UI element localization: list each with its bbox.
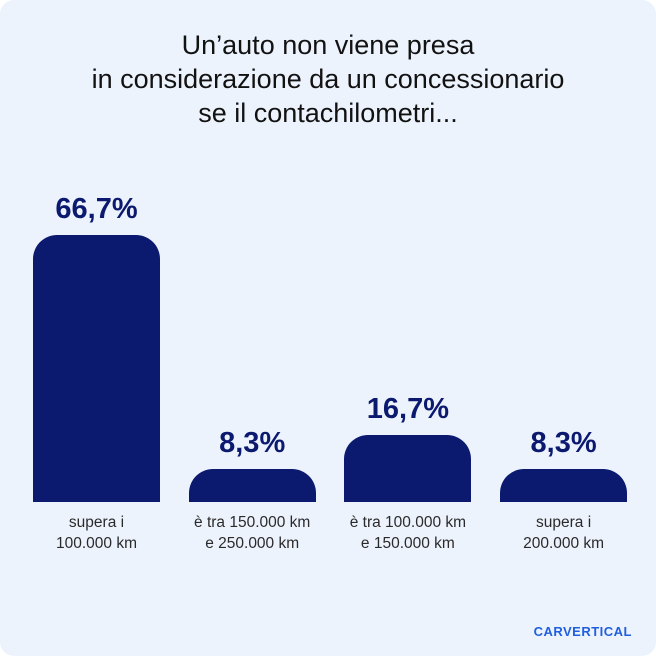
value-label: 66,7% (55, 193, 138, 226)
value-label: 8,3% (530, 426, 597, 459)
x-tick-label: supera i 200.000 km (523, 514, 605, 552)
bar (500, 468, 628, 502)
x-tick-label: è tra 100.000 km e 150.000 km (349, 514, 467, 552)
bar (344, 435, 472, 502)
value-label: 16,7% (366, 393, 449, 426)
x-tick-label: è tra 150.000 km e 250.000 km (194, 514, 311, 552)
chart-title: Un’auto non viene presa in considerazion… (91, 30, 565, 128)
x-tick-label: supera i 100.000 km (56, 514, 137, 552)
value-label: 8,3% (219, 426, 286, 459)
bar (188, 468, 316, 502)
bar (33, 235, 160, 502)
brand-logo: CARVERTICAL (533, 624, 632, 639)
